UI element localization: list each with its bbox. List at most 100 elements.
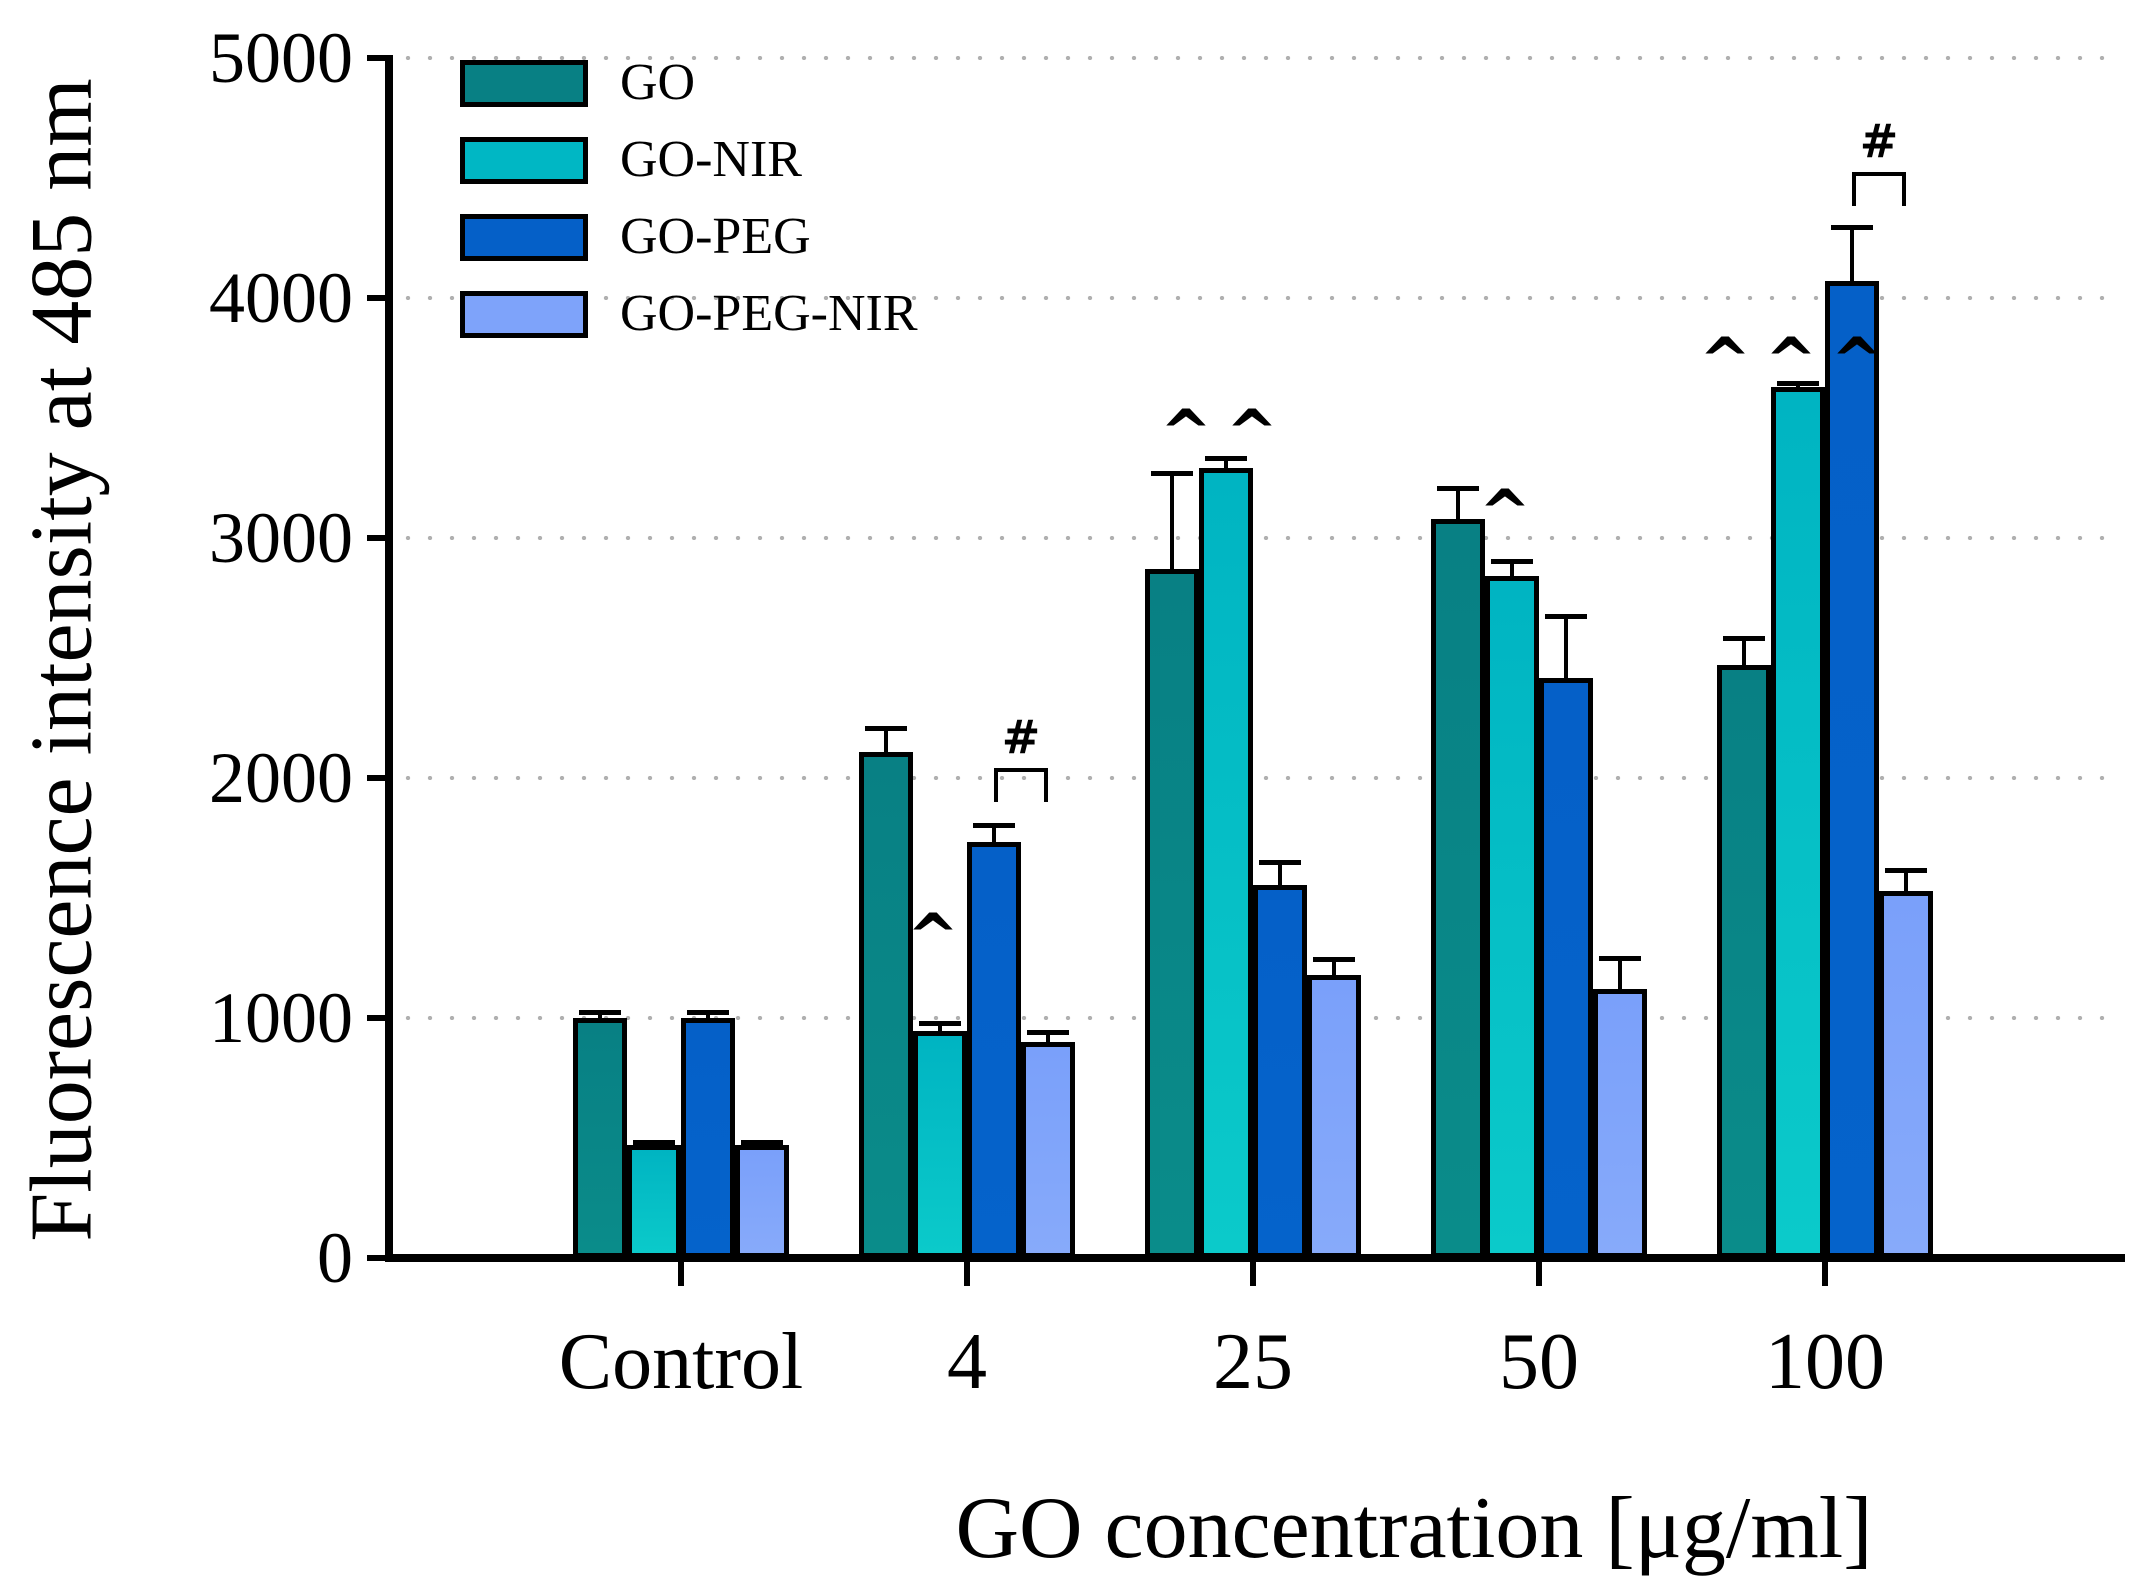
- ytick-4000: [367, 295, 385, 301]
- bar-GO-NIR-25: [1199, 468, 1253, 1258]
- errorbar-cap-GO-PEG-NIR-50: [1599, 956, 1641, 961]
- bar-GO-NIR-100: [1771, 386, 1825, 1258]
- gridline-4000: [397, 296, 2108, 300]
- errorbar-cap-GO-Control: [579, 1010, 621, 1015]
- bar-GO-NIR-50: [1485, 576, 1539, 1258]
- xtick-Control: [678, 1262, 684, 1286]
- errorbar-GO-PEG-50: [1564, 616, 1568, 679]
- errorbar-GO-50: [1456, 487, 1460, 519]
- errorbar-cap-GO-NIR-4: [919, 1020, 961, 1026]
- legend-label-GO-PEG-NIR: GO-PEG-NIR: [620, 285, 918, 342]
- bar-GO-PEG-100: [1825, 281, 1879, 1258]
- caret-annotation-25: ^^: [1160, 396, 1292, 469]
- xtick-50: [1536, 1262, 1542, 1286]
- ytick-3000: [367, 535, 385, 541]
- bar-GO-NIR-Control: [627, 1145, 681, 1258]
- bar-GO-PEG-NIR-4: [1021, 1042, 1075, 1258]
- legend-swatch-GO-PEG: [460, 214, 588, 261]
- xtick-label-50: 50: [1499, 1318, 1579, 1406]
- errorbar-cap-GO-PEG-NIR-4: [1027, 1030, 1069, 1036]
- bar-GO-4: [859, 751, 913, 1258]
- hash-bracket-100: [1852, 172, 1906, 206]
- ytick-2000: [367, 775, 385, 781]
- legend-swatch-GO-NIR: [460, 137, 588, 184]
- legend-label-GO-PEG: GO-PEG: [620, 208, 811, 265]
- errorbar-GO-PEG-NIR-25: [1332, 959, 1336, 975]
- errorbar-GO-25: [1170, 473, 1174, 570]
- errorbar-cap-GO-NIR-100: [1777, 381, 1819, 387]
- ytick-label-5000: 5000: [209, 18, 353, 98]
- legend-swatch-GO-PEG-NIR: [460, 291, 588, 338]
- errorbar-cap-GO-PEG-NIR-25: [1313, 957, 1355, 963]
- bar-GO-PEG-4: [967, 841, 1021, 1258]
- bar-GO-50: [1431, 518, 1485, 1258]
- xtick-label-Control: Control: [558, 1318, 804, 1406]
- ytick-label-3000: 3000: [209, 498, 353, 578]
- ytick-1000: [367, 1015, 385, 1021]
- errorbar-cap-GO-100: [1723, 635, 1765, 641]
- y-axis-title: Fluorescence intensity at 485 nm: [13, 78, 111, 1242]
- bar-GO-PEG-NIR-Control: [735, 1145, 789, 1258]
- bar-GO-Control: [573, 1018, 627, 1258]
- errorbar-cap-GO-PEG-NIR-100: [1885, 868, 1927, 874]
- legend-label-GO-NIR: GO-NIR: [620, 131, 802, 188]
- legend-swatch-GO: [460, 60, 588, 107]
- ytick-label-0: 0: [317, 1218, 353, 1298]
- errorbar-GO-PEG-Control: [706, 1012, 710, 1018]
- errorbar-GO-PEG-4: [992, 824, 996, 842]
- errorbar-cap-GO-PEG-25: [1259, 860, 1301, 865]
- errorbar-cap-GO-PEG-4: [973, 822, 1015, 828]
- bar-GO-25: [1145, 569, 1199, 1258]
- errorbar-GO-PEG-100: [1850, 227, 1854, 282]
- hash-label-4: #: [1001, 710, 1041, 765]
- errorbar-GO-100: [1742, 637, 1746, 666]
- caret-annotation-4: ^: [907, 900, 973, 973]
- errorbar-GO-NIR-4: [938, 1022, 942, 1032]
- errorbar-GO-PEG-25: [1278, 862, 1282, 885]
- xtick-25: [1250, 1262, 1256, 1286]
- errorbar-cap-GO-50: [1437, 485, 1479, 491]
- ytick-label-1000: 1000: [209, 978, 353, 1058]
- xtick-label-100: 100: [1765, 1318, 1885, 1406]
- errorbar-cap-GO-NIR-50: [1491, 558, 1533, 564]
- bar-GO-PEG-50: [1539, 678, 1593, 1258]
- errorbar-GO-NIR-50: [1510, 560, 1514, 577]
- x-axis-spine: [385, 1254, 2125, 1262]
- caret-annotation-50: ^: [1479, 476, 1545, 550]
- bar-GO-PEG-NIR-50: [1593, 989, 1647, 1258]
- errorbar-cap-GO-25: [1151, 471, 1193, 477]
- bar-GO-PEG-25: [1253, 884, 1307, 1258]
- errorbar-GO-PEG-NIR-50: [1618, 958, 1622, 990]
- errorbar-GO-Control: [598, 1012, 602, 1018]
- bar-GO-NIR-4: [913, 1031, 967, 1258]
- errorbar-cap-GO-PEG-100: [1831, 225, 1873, 231]
- ytick-0: [367, 1255, 385, 1261]
- ytick-label-4000: 4000: [209, 258, 353, 338]
- bar-GO-100: [1717, 665, 1771, 1258]
- bar-GO-PEG-Control: [681, 1018, 735, 1258]
- bar-GO-PEG-NIR-100: [1879, 890, 1933, 1258]
- errorbar-GO-4: [884, 727, 888, 752]
- errorbar-cap-GO-PEG-NIR-Control: [741, 1140, 783, 1146]
- gridline-5000: [397, 56, 2108, 60]
- ytick-5000: [367, 55, 385, 61]
- errorbar-GO-PEG-NIR-100: [1904, 870, 1908, 891]
- y-axis-spine: [385, 55, 393, 1262]
- errorbar-cap-GO-PEG-50: [1545, 614, 1587, 619]
- x-axis-title: GO concentration [μg/ml]: [955, 1480, 1873, 1577]
- hash-label-100: #: [1859, 114, 1899, 168]
- errorbar-GO-PEG-NIR-4: [1046, 1032, 1050, 1042]
- xtick-4: [964, 1262, 970, 1286]
- legend-label-GO: GO: [620, 54, 696, 111]
- errorbar-GO-NIR-25: [1224, 457, 1228, 469]
- errorbar-cap-GO-NIR-25: [1205, 455, 1247, 461]
- hash-bracket-4: [994, 768, 1048, 803]
- errorbar-cap-GO-4: [865, 725, 907, 731]
- ytick-label-2000: 2000: [209, 738, 353, 818]
- errorbar-cap-GO-PEG-Control: [687, 1010, 729, 1015]
- errorbar-cap-GO-NIR-Control: [633, 1140, 675, 1146]
- xtick-label-4: 4: [947, 1318, 987, 1406]
- xtick-label-25: 25: [1213, 1318, 1293, 1406]
